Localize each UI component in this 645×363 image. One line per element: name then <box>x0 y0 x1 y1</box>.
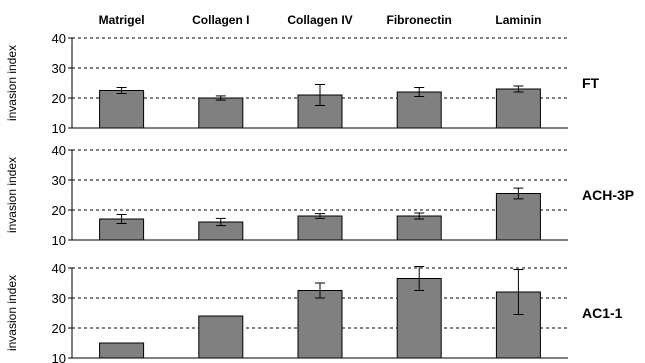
y-tick-label: 20 <box>52 321 66 336</box>
category-labels: Matrigel Collagen I Collagen IV Fibronectin… <box>99 13 542 27</box>
y-tick-label: 10 <box>52 121 66 136</box>
panel-ac1-1: 10 20 30 40 AC1-1 invasion index <box>5 261 623 363</box>
bar <box>297 94 343 129</box>
category-label: Fibronectin <box>387 13 452 27</box>
bar <box>297 215 343 241</box>
y-tick-label: 40 <box>52 31 66 46</box>
bar <box>495 88 541 129</box>
category-label: Matrigel <box>99 13 145 27</box>
y-tick-label: 40 <box>52 261 66 276</box>
panel-ach-3p: 10 20 30 40 ACH-3P invasion index <box>5 143 634 248</box>
y-tick-label: 40 <box>52 143 66 158</box>
panel-label: AC1-1 <box>582 305 623 321</box>
y-tick-label: 20 <box>52 91 66 106</box>
bar <box>495 193 541 241</box>
bar <box>297 290 343 359</box>
bar <box>99 342 145 359</box>
y-tick-label: 30 <box>52 61 66 76</box>
y-tick-label: 20 <box>52 203 66 218</box>
category-label: Collagen I <box>192 13 249 27</box>
bar <box>396 91 442 129</box>
chart-panels: 10 20 30 40 FT invasion index 10 20 30 40 ACH-3P in… <box>5 31 634 363</box>
y-tick-label: 30 <box>52 173 66 188</box>
panel-label: ACH-3P <box>582 187 634 203</box>
bar <box>198 97 244 129</box>
y-axis-label: invasion index <box>5 45 19 121</box>
category-label: Collagen IV <box>287 13 352 27</box>
panel-label: FT <box>582 75 600 91</box>
y-axis-label: invasion index <box>5 157 19 233</box>
panel-ft: 10 20 30 40 FT invasion index <box>5 31 600 136</box>
bar <box>396 215 442 241</box>
y-tick-label: 30 <box>52 291 66 306</box>
category-label: Laminin <box>495 13 541 27</box>
bar <box>198 315 244 359</box>
y-axis-label: invasion index <box>5 275 19 351</box>
y-tick-label: 10 <box>52 233 66 248</box>
y-tick-label: 10 <box>52 351 66 363</box>
bar <box>99 90 145 129</box>
